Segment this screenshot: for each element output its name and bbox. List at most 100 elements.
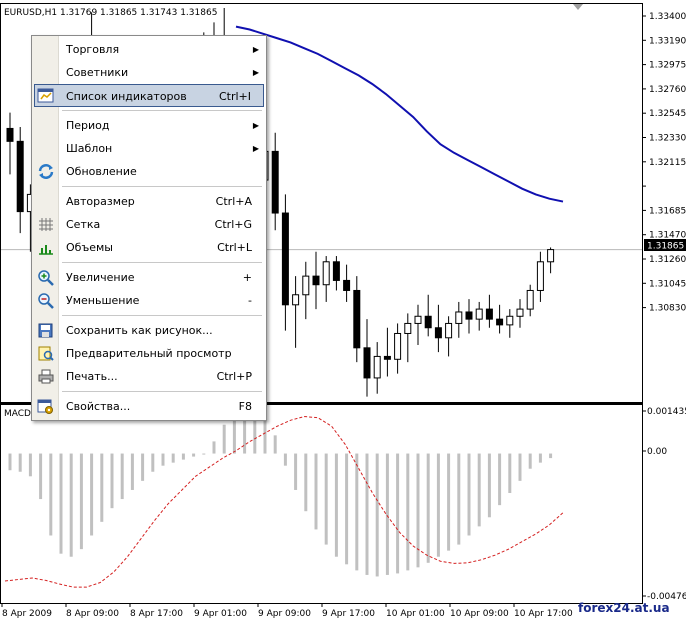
macd-bar <box>528 453 532 469</box>
menu-item-8[interactable]: Авторазмер Ctrl+A <box>34 190 264 213</box>
menu-item-5[interactable]: Шаблон ▶ <box>34 137 264 160</box>
menu-item-label: Сетка <box>66 218 101 231</box>
candle-body <box>302 275 310 296</box>
macd-bar <box>508 453 512 493</box>
current-price-label: 1.31865 <box>647 242 684 252</box>
candle-body <box>312 275 320 286</box>
macd-bar <box>416 453 420 568</box>
candle-body <box>536 261 544 291</box>
menu-item-label: Свойства... <box>66 400 131 413</box>
menu-item-shortcut: F8 <box>238 400 252 413</box>
menu-item-19[interactable]: Свойства... F8 <box>34 395 264 418</box>
macd-bar <box>426 453 430 563</box>
menu-item-16[interactable]: Предварительный просмотр <box>34 342 264 365</box>
candle-body <box>363 347 371 379</box>
moving-average-line <box>235 25 564 203</box>
macd-bar <box>406 453 410 571</box>
candle-body <box>424 315 432 329</box>
candle-body <box>506 315 514 326</box>
macd-bar <box>314 453 318 530</box>
menu-item-2[interactable]: Список индикаторов Ctrl+I <box>34 84 264 107</box>
menu-item-6[interactable]: Обновление <box>34 160 264 183</box>
price-tick-label: 1.32115 <box>649 158 686 168</box>
macd-bar <box>120 453 124 500</box>
menu-item-label: Уменьшение <box>66 294 140 307</box>
time-tick-label: 10 Apr 01:00 <box>386 609 445 619</box>
price-tick-label: 1.30830 <box>649 304 686 314</box>
macd-bar <box>487 453 491 518</box>
macd-bar <box>130 453 134 490</box>
macd-tick-label: 0.001435 <box>647 407 686 417</box>
menu-item-13[interactable]: Уменьшение - <box>34 289 264 312</box>
macd-axis: 0.001435 0.00 -0.00476 <box>642 407 686 602</box>
menu-item-4[interactable]: Период ▶ <box>34 114 264 137</box>
menu-item-shortcut: Ctrl+L <box>217 241 252 254</box>
macd-bar <box>28 453 32 477</box>
candle-body <box>455 311 463 324</box>
chart-shift-marker-icon[interactable] <box>573 4 583 10</box>
menu-separator <box>62 262 262 263</box>
candle-body <box>475 308 483 320</box>
submenu-arrow-icon: ▶ <box>252 68 259 77</box>
price-tick-label: 1.32545 <box>649 109 686 119</box>
macd-histogram <box>8 411 553 577</box>
menu-item-0[interactable]: Торговля ▶ <box>34 38 264 61</box>
candle-body <box>516 308 524 317</box>
candle-body <box>292 294 300 306</box>
menu-item-9[interactable]: Сетка Ctrl+G <box>34 213 264 236</box>
macd-signal-line <box>4 416 564 588</box>
menu-item-12[interactable]: Увеличение + <box>34 266 264 289</box>
indicator-list-icon <box>37 87 55 104</box>
menu-item-label: Увеличение <box>66 271 135 284</box>
time-axis: 8 Apr 2009 8 Apr 09:00 8 Apr 17:00 9 Apr 01… <box>1 603 573 619</box>
time-tick-label: 8 Apr 17:00 <box>130 609 183 619</box>
candle-body <box>332 261 340 281</box>
candle-body <box>445 322 453 339</box>
macd-bar <box>304 453 308 512</box>
time-tick-label: 8 Apr 2009 <box>2 609 52 619</box>
symbol-caption: EURUSD,H1 1.31769 1.31865 1.31743 1.3186… <box>4 8 217 18</box>
menu-item-17[interactable]: Печать... Ctrl+P <box>34 365 264 388</box>
price-tick-label: 1.33190 <box>649 36 686 46</box>
candle-body <box>394 332 402 360</box>
menu-separator <box>62 110 262 111</box>
time-tick-label: 10 Apr 17:00 <box>514 609 573 619</box>
menu-item-label: Шаблон <box>66 142 113 155</box>
properties-icon <box>37 398 55 415</box>
price-axis: 1.33400 1.33190 1.32975 1.32760 1.32545 1.323… <box>642 12 686 314</box>
price-tick-label: 1.31685 <box>649 206 686 216</box>
print-icon <box>37 368 55 385</box>
candle-body <box>547 249 555 263</box>
time-tick-label: 9 Apr 17:00 <box>322 609 375 619</box>
volumes-icon <box>37 239 55 256</box>
macd-tick-label: -0.00476 <box>647 592 686 602</box>
candle-body <box>465 311 473 320</box>
menu-item-10[interactable]: Объемы Ctrl+L <box>34 236 264 259</box>
time-tick-label: 9 Apr 09:00 <box>258 609 311 619</box>
macd-bar <box>181 453 185 460</box>
price-tick-label: 1.31045 <box>649 279 686 289</box>
macd-bar <box>202 453 206 455</box>
macd-bar <box>355 453 359 571</box>
macd-bar <box>192 453 196 457</box>
macd-bar <box>18 453 22 472</box>
candle-body <box>485 308 493 320</box>
menu-item-shortcut: - <box>248 294 252 307</box>
macd-bar <box>365 453 369 575</box>
zoom-in-icon <box>37 269 55 286</box>
grid-icon <box>37 216 55 233</box>
menu-separator <box>62 391 262 392</box>
macd-bar <box>100 453 104 522</box>
price-tick-label: 1.31260 <box>649 255 686 265</box>
menu-item-1[interactable]: Советники ▶ <box>34 61 264 84</box>
macd-bar <box>518 453 522 481</box>
menu-separator <box>62 186 262 187</box>
menu-item-15[interactable]: Сохранить как рисунок... <box>34 319 264 342</box>
menu-item-label: Сохранить как рисунок... <box>66 324 213 337</box>
macd-bar <box>232 414 236 454</box>
macd-bar <box>171 453 175 463</box>
candle-body <box>373 355 381 379</box>
macd-bar <box>549 453 553 459</box>
candle-body <box>353 289 361 349</box>
